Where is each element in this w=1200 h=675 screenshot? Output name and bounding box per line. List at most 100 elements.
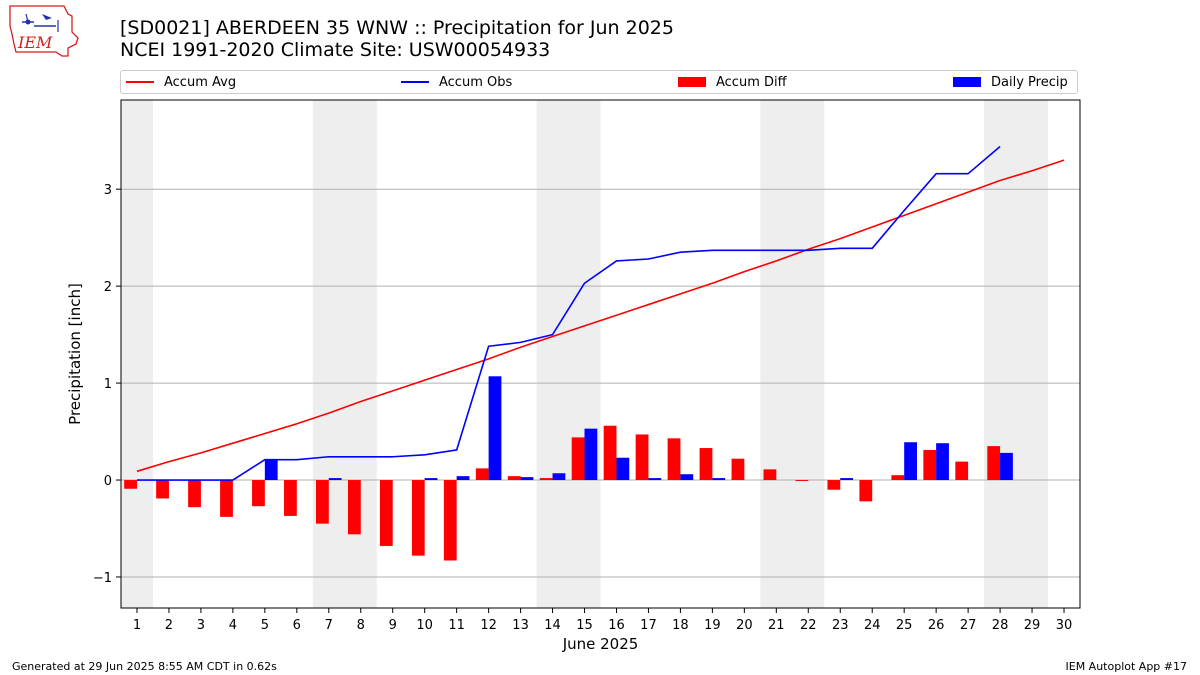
accum-diff-bar: [795, 480, 809, 481]
daily-precip-bar: [904, 442, 917, 481]
x-tick-label: 25: [896, 618, 913, 633]
accum-diff-bar: [220, 480, 233, 517]
accum-diff-bar: [188, 480, 201, 508]
x-tick-label: 27: [960, 618, 977, 633]
x-tick-label: 12: [480, 618, 497, 633]
bars: [124, 376, 1013, 561]
y-tick-label: 2: [104, 280, 112, 295]
x-axis: 1 2 3 4 5 6 7 8 9 10 11 12 13 14 15 16 17 18 19 20 21 22 23 24 2…: [133, 608, 1072, 633]
accum-diff-bar: [411, 480, 425, 556]
y-tick-label: −1: [93, 571, 112, 586]
accum-diff-bar: [379, 480, 393, 546]
accum-diff-bar: [667, 438, 681, 481]
x-tick-label: 8: [357, 618, 365, 633]
accum-diff-bar: [635, 434, 649, 481]
daily-precip-bar: [936, 443, 949, 481]
accum-diff-bar: [571, 437, 585, 481]
accum-diff-bar: [284, 480, 297, 516]
x-tick-label: 2: [165, 618, 173, 633]
legend: Accum Avg Accum Obs Accum Diff Daily Pre…: [120, 70, 1078, 94]
footer-generated-text: Generated at 29 Jun 2025 8:55 AM CDT in …: [12, 660, 277, 673]
accum-diff-bar: [252, 480, 265, 507]
legend-label-daily-precip: Daily Precip: [991, 74, 1068, 90]
accum-diff-bar: [731, 458, 745, 481]
x-tick-label: 26: [928, 618, 945, 633]
x-tick-label: 1: [133, 618, 141, 633]
legend-item-daily-precip: Daily Precip: [953, 71, 1068, 93]
legend-swatch-daily-precip: [953, 77, 981, 87]
x-tick-label: 30: [1056, 618, 1073, 633]
x-tick-label: 7: [325, 618, 333, 633]
legend-item-accum-diff: Accum Diff: [678, 71, 787, 93]
x-tick-label: 13: [512, 618, 529, 633]
chart-title: [SD0021] ABERDEEN 35 WNW :: Precipitatio…: [120, 17, 674, 39]
accum-diff-bar: [507, 476, 521, 481]
legend-item-accum-avg: Accum Avg: [126, 71, 236, 93]
x-tick-label: 15: [576, 618, 593, 633]
legend-label-accum-diff: Accum Diff: [716, 74, 787, 90]
y-tick-label: 1: [104, 377, 112, 392]
x-tick-label: 5: [261, 618, 269, 633]
legend-label-accum-obs: Accum Obs: [439, 74, 513, 90]
legend-swatch-accum-diff: [678, 77, 706, 87]
footer-app-text: IEM Autoplot App #17: [1065, 660, 1188, 673]
weekend-band: [312, 100, 377, 608]
x-tick-label: 23: [832, 618, 849, 633]
plot-frame: [120, 99, 1081, 609]
daily-precip-bar: [424, 478, 438, 481]
accum-diff-bar: [891, 475, 905, 481]
x-tick-label: 21: [768, 618, 785, 633]
daily-precip-bar: [488, 376, 502, 481]
weekend-bands: [121, 100, 1049, 608]
accum-diff-bar: [156, 480, 169, 499]
lines: [136, 145, 1065, 481]
daily-precip-bar: [680, 474, 694, 481]
legend-swatch-accum-avg: [126, 81, 154, 83]
accum-avg-line: [136, 159, 1065, 473]
weekend-band: [536, 100, 601, 608]
daily-precip-bar: [712, 478, 726, 481]
x-axis-label: June 2025: [562, 635, 639, 653]
accum-diff-bar: [955, 461, 969, 481]
y-tick-label: 0: [104, 474, 112, 489]
daily-precip-bar: [520, 477, 534, 481]
accum-diff-bar: [987, 446, 1001, 481]
accum-diff-bar: [443, 480, 457, 561]
x-tick-label: 19: [704, 618, 721, 633]
weekend-band: [121, 100, 153, 608]
accum-diff-bar: [603, 425, 617, 481]
x-tick-label: 22: [800, 618, 817, 633]
accum-diff-bar: [827, 480, 841, 490]
gridlines: [121, 188, 1080, 578]
daily-precip-bar: [456, 476, 470, 481]
legend-label-accum-avg: Accum Avg: [164, 74, 237, 90]
legend-item-accum-obs: Accum Obs: [401, 71, 512, 93]
daily-precip-bar: [648, 478, 662, 481]
legend-swatch-accum-obs: [401, 81, 429, 83]
chart-subtitle: NCEI 1991-2020 Climate Site: USW00054933: [120, 39, 551, 61]
y-axis-label: Precipitation [inch]: [66, 283, 84, 425]
daily-precip-bar: [1000, 452, 1013, 481]
accum-diff-bar: [539, 478, 553, 481]
accum-diff-bar: [763, 469, 777, 481]
y-tick-label: 3: [104, 183, 112, 198]
daily-precip-bar: [328, 478, 342, 481]
daily-precip-bar: [840, 478, 854, 481]
y-axis: −1 0 1 2 3: [93, 183, 121, 586]
accum-diff-bar: [699, 448, 713, 481]
accum-diff-bar: [923, 449, 937, 481]
x-tick-label: 18: [672, 618, 689, 633]
x-tick-label: 24: [864, 618, 881, 633]
accum-diff-bar: [124, 480, 137, 489]
accum-diff-bar: [859, 480, 873, 502]
x-tick-label: 17: [640, 618, 657, 633]
x-tick-label: 16: [608, 618, 625, 633]
weekend-band: [760, 100, 825, 608]
x-tick-label: 11: [448, 618, 465, 633]
x-tick-label: 4: [229, 618, 237, 633]
accum-diff-bar: [475, 468, 489, 481]
accum-obs-line: [136, 145, 1001, 481]
daily-precip-bar: [264, 459, 278, 481]
accum-diff-bar: [347, 480, 361, 535]
